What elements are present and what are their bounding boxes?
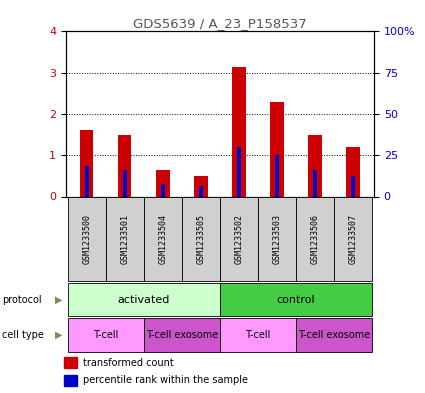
Text: T-cell exosome: T-cell exosome (298, 330, 370, 340)
Text: transformed count: transformed count (83, 358, 174, 367)
Bar (182, 196, 220, 281)
Bar (122, 170, 127, 196)
Text: activated: activated (118, 295, 170, 305)
Text: GSM1233505: GSM1233505 (196, 214, 205, 264)
Bar (237, 147, 241, 196)
Bar (220, 196, 258, 281)
Bar (85, 165, 89, 196)
Text: cell type: cell type (2, 330, 44, 340)
Text: GSM1233504: GSM1233504 (159, 214, 167, 264)
Text: GSM1233503: GSM1233503 (272, 214, 281, 264)
Text: T-cell: T-cell (93, 330, 119, 340)
Text: ▶: ▶ (55, 295, 63, 305)
Text: T-cell: T-cell (245, 330, 271, 340)
Text: GSM1233506: GSM1233506 (311, 214, 320, 264)
Bar (64, 357, 77, 368)
Text: control: control (277, 295, 315, 305)
Text: protocol: protocol (2, 295, 42, 305)
Bar (68, 283, 220, 316)
Bar (194, 176, 207, 196)
Text: percentile rank within the sample: percentile rank within the sample (83, 375, 248, 385)
Bar (220, 283, 372, 316)
Text: GSM1233501: GSM1233501 (120, 214, 129, 264)
Bar (118, 134, 131, 196)
Bar (346, 147, 360, 196)
Bar (275, 155, 279, 196)
Bar (64, 375, 77, 386)
Bar (232, 66, 246, 196)
Bar (258, 196, 296, 281)
Bar (161, 184, 165, 196)
Text: T-cell exosome: T-cell exosome (146, 330, 218, 340)
Text: GSM1233502: GSM1233502 (235, 214, 244, 264)
Bar (220, 318, 296, 352)
Title: GDS5639 / A_23_P158537: GDS5639 / A_23_P158537 (133, 17, 307, 30)
Bar (156, 170, 170, 196)
Bar (68, 318, 144, 352)
Bar (296, 196, 334, 281)
Bar (80, 130, 94, 196)
Bar (144, 196, 182, 281)
Bar (313, 170, 317, 196)
Bar (106, 196, 144, 281)
Text: GSM1233500: GSM1233500 (82, 214, 91, 264)
Bar (144, 318, 220, 352)
Bar (270, 101, 283, 196)
Bar (334, 196, 372, 281)
Text: ▶: ▶ (55, 330, 63, 340)
Bar (309, 134, 322, 196)
Text: GSM1233507: GSM1233507 (348, 214, 357, 264)
Bar (351, 176, 355, 196)
Bar (296, 318, 372, 352)
Bar (68, 196, 106, 281)
Bar (198, 186, 203, 196)
